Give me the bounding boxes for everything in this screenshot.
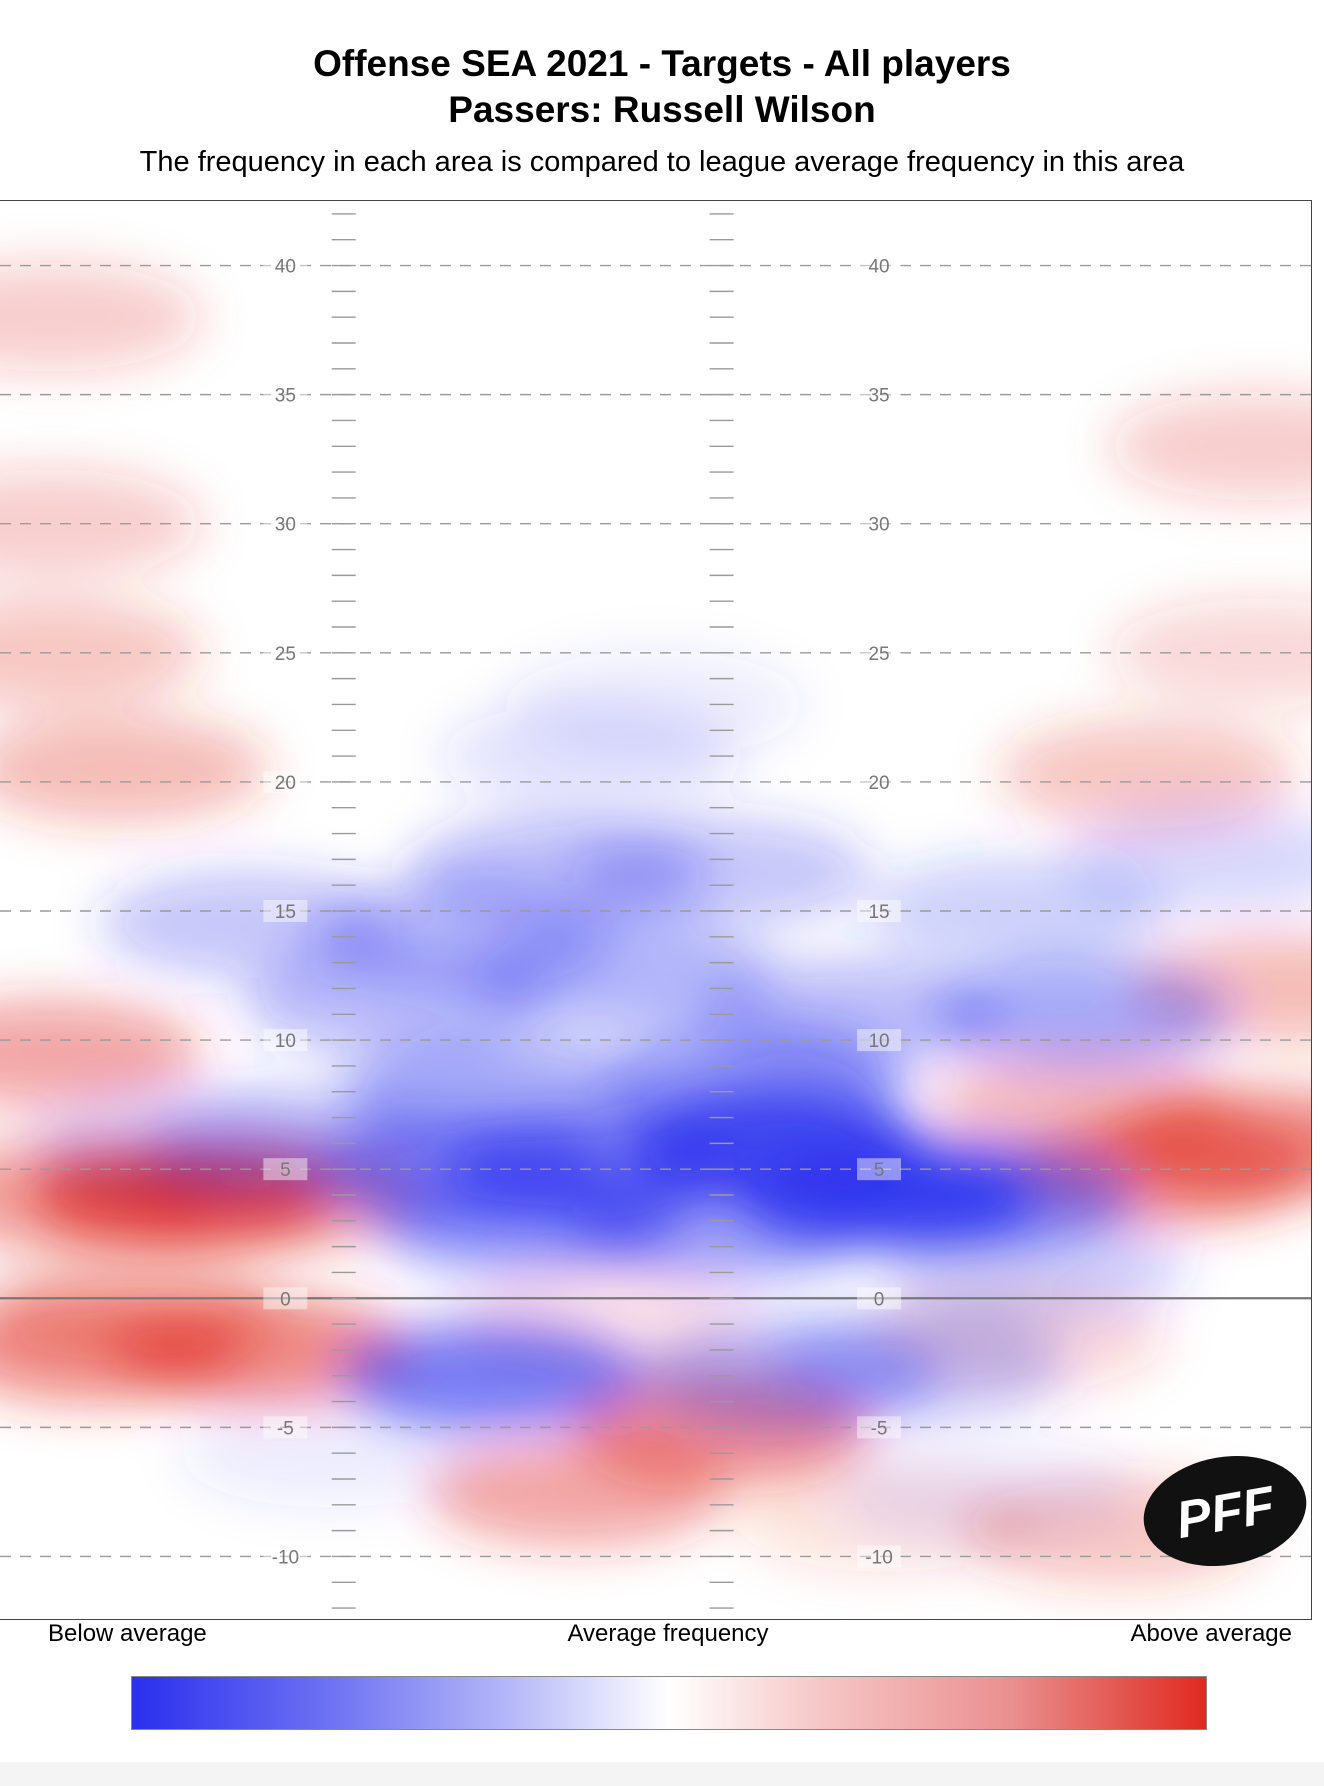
yard-number: 0 <box>874 1289 885 1310</box>
heat-cell <box>932 1050 1233 1159</box>
heat-cell <box>473 921 774 1030</box>
heatmap-field: 40 40 35 35 30 30 25 25 20 20 15 15 10 10 5 5 0 0 -5 -5 -10 -… <box>0 200 1312 1620</box>
heatmap-svg: 40 40 35 35 30 30 25 25 20 20 15 15 10 10 5 5 0 0 -5 -5 -10 -… <box>0 213 1311 1609</box>
heat-cell <box>342 1321 642 1430</box>
heat-cell <box>0 1256 282 1366</box>
heat-cell <box>0 998 203 1108</box>
yard-number: 40 <box>275 257 296 278</box>
yard-number: 10 <box>275 1031 296 1052</box>
heat-cell <box>571 818 872 927</box>
yard-number-bg <box>857 1287 902 1310</box>
heat-cell <box>33 1089 334 1198</box>
yard-number-bg <box>263 641 308 664</box>
yard-number: 25 <box>275 644 296 665</box>
heat-cell <box>932 960 1233 1069</box>
yard-number: 15 <box>275 902 296 923</box>
yard-number: 40 <box>868 257 889 278</box>
yard-number-bg <box>263 1158 308 1181</box>
yard-number: 35 <box>275 386 296 407</box>
yard-number-bg <box>857 641 902 664</box>
chart-description: The frequency in each area is compared t… <box>139 146 1185 178</box>
yard-number: -10 <box>272 1547 299 1568</box>
yard-number-bg <box>263 254 308 277</box>
yard-number: -5 <box>871 1418 888 1439</box>
heat-cell <box>886 1213 1187 1322</box>
yard-number: 0 <box>280 1289 291 1310</box>
yard-number-bg <box>263 1029 308 1052</box>
yard-number: -10 <box>865 1547 892 1568</box>
yard-number: 30 <box>868 515 889 536</box>
yard-number: 5 <box>280 1160 291 1181</box>
heat-cell <box>506 650 806 759</box>
yard-number: 5 <box>874 1160 885 1181</box>
yard-number: 25 <box>868 644 889 665</box>
heat-cell <box>0 714 269 824</box>
heat-cell <box>998 719 1298 829</box>
yard-number-bg <box>857 1416 902 1439</box>
heat-cell <box>427 1437 728 1547</box>
legend-label-above: Above average <box>1130 1620 1292 1647</box>
pff-logo-icon: PFF <box>1143 1455 1307 1567</box>
heat-cell <box>1109 392 1311 501</box>
yard-number: 20 <box>275 773 296 794</box>
heat-cell <box>768 1308 1069 1418</box>
yard-number-bg <box>263 1545 308 1568</box>
yard-number-bg <box>263 1287 308 1310</box>
footer-band <box>0 1762 1324 1786</box>
yard-number-bg <box>857 1029 902 1052</box>
yard-number-bg <box>263 512 308 535</box>
heat-cell <box>571 1171 872 1281</box>
heat-cell <box>0 262 203 372</box>
yard-number-bg <box>263 900 308 922</box>
yard-number-bg <box>263 770 308 793</box>
yard-number: 30 <box>275 515 296 536</box>
yard-number: 10 <box>868 1031 889 1052</box>
yard-number-bg <box>263 1416 308 1439</box>
legend-label-below: Below average <box>48 1620 207 1647</box>
heat-cell <box>1063 805 1311 914</box>
heat-cell <box>243 947 544 1056</box>
chart-subtitle-passers: Passers: Russell Wilson <box>448 89 876 130</box>
yard-number: 35 <box>868 386 889 407</box>
heat-layer <box>0 262 1311 1585</box>
heat-cell <box>834 1437 1134 1547</box>
yard-number-bg <box>263 383 308 406</box>
heat-cell <box>178 1398 478 1508</box>
yard-number: -5 <box>277 1418 294 1439</box>
yard-number-bg <box>857 254 902 277</box>
yard-number: 20 <box>868 773 889 794</box>
yard-number: 15 <box>868 902 889 923</box>
yard-number-bg <box>857 1545 902 1568</box>
yard-number-bg <box>857 770 902 793</box>
chart-title: Offense SEA 2021 - Targets - All players <box>313 43 1011 84</box>
yard-number-bg <box>857 1158 902 1181</box>
yard-number-bg <box>857 383 902 406</box>
legend-label-average: Average frequency <box>567 1620 769 1647</box>
pff-logo-shape <box>1143 1455 1307 1567</box>
yard-number-bg <box>857 900 902 922</box>
color-scale-bar <box>131 1676 1207 1730</box>
yard-number-bg <box>857 512 902 535</box>
